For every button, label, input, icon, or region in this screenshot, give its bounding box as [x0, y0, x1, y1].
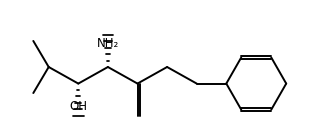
- Text: NH₂: NH₂: [97, 37, 119, 50]
- Text: OH: OH: [69, 100, 87, 113]
